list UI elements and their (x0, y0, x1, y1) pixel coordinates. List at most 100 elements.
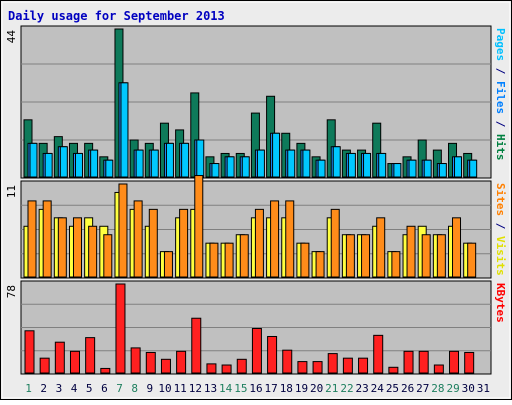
day-label-12: 12 (189, 382, 202, 395)
x-axis-labels: 1 2 3 4 5 6 7 8 9 10 11 12 13 14 15 16 17 18 19 20 21 22 23 24 2… (25, 382, 490, 395)
bar-kbytes-day-18 (282, 349, 293, 374)
legend-part: KBytes (494, 283, 507, 323)
day-label-25: 25 (386, 382, 399, 395)
bar-pages-day-5 (90, 149, 99, 178)
bar-sites-day-24 (376, 217, 386, 278)
bar-pages-day-28 (438, 163, 447, 178)
bar-kbytes-day-3 (54, 341, 65, 374)
day-label-15: 15 (234, 382, 247, 395)
bar-sites-day-12 (194, 175, 204, 278)
bar-kbytes-day-1 (24, 330, 35, 374)
day-label-4: 4 (71, 382, 78, 395)
bar-sites-day-3 (57, 217, 67, 278)
bar-kbytes-day-23 (358, 357, 369, 374)
day-label-8: 8 (131, 382, 138, 395)
bar-pages-day-12 (196, 139, 205, 178)
bar-pages-day-8 (135, 149, 144, 178)
bar-kbytes-day-25 (388, 366, 399, 374)
bar-kbytes-day-12 (191, 317, 202, 374)
day-label-10: 10 (158, 382, 171, 395)
bar-sites-day-9 (148, 208, 158, 278)
bar-sites-day-6 (103, 234, 113, 278)
bar-pages-day-16 (256, 149, 265, 178)
bar-pages-day-19 (302, 149, 311, 178)
bar-kbytes-day-19 (297, 361, 308, 374)
bar-kbytes-day-4 (69, 350, 80, 374)
bar-pages-day-21 (332, 146, 341, 178)
bar-sites-day-1 (27, 200, 37, 278)
bar-sites-day-22 (345, 234, 355, 278)
bar-kbytes-day-11 (176, 350, 187, 374)
bar-pages-day-23 (363, 152, 372, 178)
day-label-19: 19 (295, 382, 308, 395)
panel-kbytes: 78 KBytes (5, 280, 507, 375)
bar-sites-day-5 (88, 225, 98, 278)
bar-kbytes-day-10 (160, 358, 171, 374)
bar-kbytes-day-30 (464, 351, 475, 374)
day-label-29: 29 (446, 382, 459, 395)
day-label-7: 7 (116, 382, 123, 395)
panel-visits-max-label: 11 (5, 185, 18, 198)
bar-kbytes-day-7 (115, 283, 126, 374)
bar-sites-day-30 (467, 242, 477, 278)
day-label-26: 26 (401, 382, 414, 395)
day-label-1: 1 (25, 382, 32, 395)
day-label-28: 28 (431, 382, 444, 395)
bar-pages-day-26 (408, 159, 417, 178)
day-label-14: 14 (219, 382, 233, 395)
legend-part: / (494, 216, 507, 236)
day-label-24: 24 (371, 382, 385, 395)
bar-pages-day-11 (181, 142, 190, 178)
bar-pages-day-22 (347, 152, 356, 178)
bar-sites-day-19 (300, 242, 310, 278)
bar-sites-day-15 (239, 234, 249, 278)
bar-kbytes-day-21 (327, 353, 338, 374)
day-label-9: 9 (147, 382, 154, 395)
bar-kbytes-day-13 (206, 363, 217, 374)
day-label-31: 31 (477, 382, 490, 395)
bar-pages-day-18 (287, 149, 296, 178)
legend-part: Sites (494, 183, 507, 216)
panel-hits: 44 Pages / Files / Hits (5, 25, 507, 179)
bar-pages-day-20 (317, 159, 326, 178)
day-label-27: 27 (416, 382, 429, 395)
panel-hits-max-label: 44 (5, 30, 18, 44)
bar-pages-day-9 (150, 149, 159, 178)
bar-sites-day-29 (452, 217, 462, 278)
bar-kbytes-day-28 (433, 364, 444, 374)
bar-kbytes-day-6 (100, 367, 111, 374)
bar-sites-day-17 (270, 200, 280, 278)
bar-kbytes-day-2 (39, 357, 50, 374)
legend-part: Files (494, 81, 507, 114)
panel-visits: 11 Sites / Visits (5, 175, 507, 279)
bar-kbytes-day-26 (403, 350, 414, 374)
bar-sites-day-7 (118, 183, 128, 278)
bar-kbytes-day-15 (236, 358, 247, 374)
bar-pages-day-2 (44, 152, 53, 178)
day-label-3: 3 (56, 382, 63, 395)
panel-kbytes-legend: KBytes (494, 283, 507, 323)
legend-part: Visits (494, 236, 507, 276)
bar-sites-day-8 (133, 200, 143, 278)
bar-sites-day-13 (209, 242, 219, 278)
bar-sites-day-18 (285, 200, 295, 278)
panel-visits-legend: Sites / Visits (494, 183, 507, 276)
bar-pages-day-10 (165, 142, 174, 178)
bar-pages-day-15 (241, 156, 250, 178)
panel-kbytes-max-label: 78 (5, 285, 18, 298)
bar-pages-day-1 (29, 142, 38, 178)
legend-part: Pages (494, 28, 507, 61)
bar-pages-day-4 (74, 152, 83, 178)
bar-pages-day-3 (59, 146, 68, 178)
legend-part: / (494, 114, 507, 134)
day-label-22: 22 (340, 382, 353, 395)
bar-kbytes-day-9 (145, 351, 156, 374)
day-label-13: 13 (204, 382, 217, 395)
bar-sites-day-27 (421, 234, 431, 278)
bar-kbytes-day-8 (130, 347, 141, 374)
bar-pages-day-29 (454, 156, 463, 178)
bar-sites-day-20 (315, 251, 325, 278)
bar-kbytes-day-22 (342, 357, 353, 374)
bar-kbytes-day-14 (221, 364, 232, 374)
